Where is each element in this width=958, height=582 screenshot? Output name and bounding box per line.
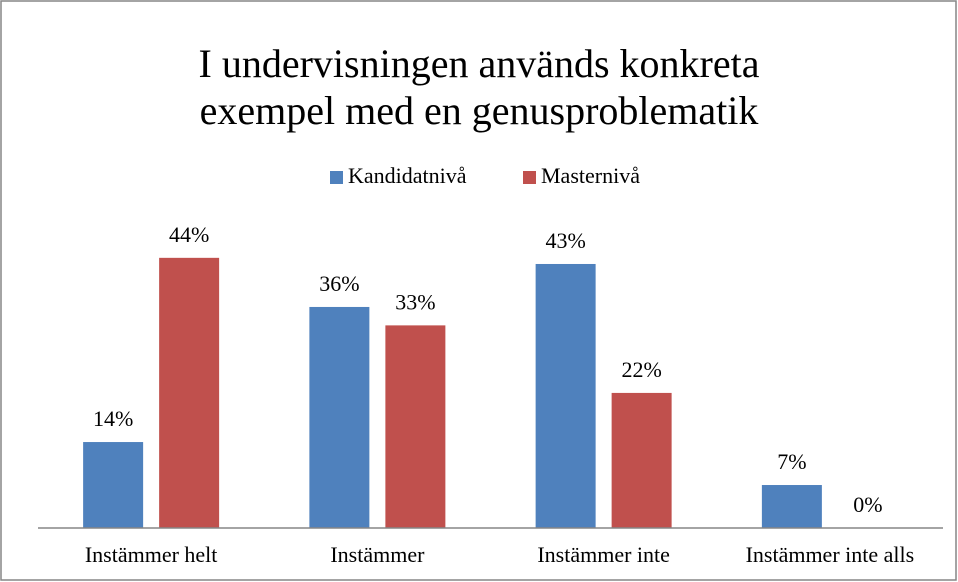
bar: [611, 392, 672, 528]
value-label: 14%: [93, 406, 133, 431]
legend-label: Kandidatnivå: [348, 163, 467, 188]
bar: [761, 485, 822, 528]
value-label: 0%: [853, 492, 882, 517]
x-tick-label: Instämmer inte alls: [746, 542, 915, 567]
value-label: 7%: [777, 449, 806, 474]
value-label: 36%: [319, 271, 359, 296]
x-tick-label: Instämmer: [330, 542, 425, 567]
legend-swatch: [330, 171, 343, 184]
value-label: 44%: [169, 222, 209, 247]
value-label: 33%: [395, 289, 435, 314]
legend-swatch: [523, 171, 536, 184]
x-tick-label: Instämmer inte: [537, 542, 670, 567]
value-label: 22%: [621, 357, 661, 382]
chart-title: exempel med en genusproblematik: [200, 88, 759, 133]
bar: [83, 442, 144, 528]
value-label: 43%: [545, 228, 585, 253]
legend-label: Masternivå: [541, 163, 640, 188]
x-tick-label: Instämmer helt: [85, 542, 218, 567]
chart-title: I undervisningen används konkreta: [199, 41, 760, 86]
bar: [535, 263, 596, 528]
bar: [159, 257, 220, 528]
bar: [385, 325, 446, 528]
bar: [309, 306, 370, 528]
